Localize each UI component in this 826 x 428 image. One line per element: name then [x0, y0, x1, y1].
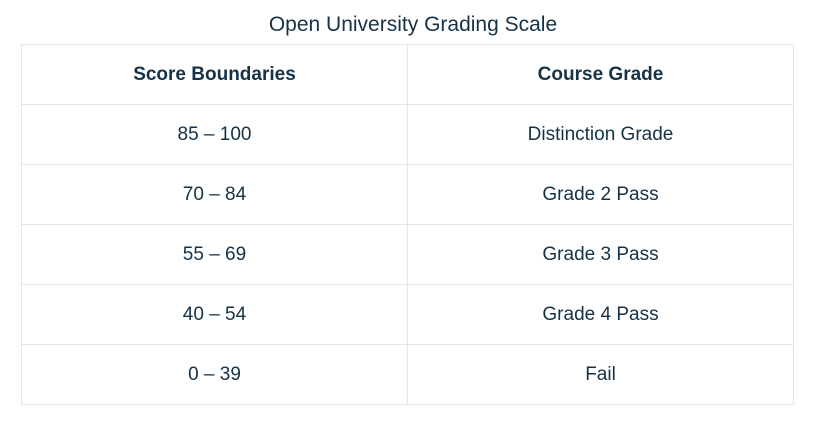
grade-cell: Grade 2 Pass	[407, 164, 794, 225]
score-cell: 85 – 100	[21, 104, 408, 165]
column-header-course-grade: Course Grade	[407, 44, 794, 105]
table-row: 70 – 84 Grade 2 Pass	[21, 164, 794, 225]
grade-cell: Grade 4 Pass	[407, 284, 794, 345]
grading-scale-table: Score Boundaries Course Grade 85 – 100 D…	[21, 44, 794, 405]
grade-cell: Grade 3 Pass	[407, 224, 794, 285]
page-title: Open University Grading Scale	[268, 13, 558, 36]
grade-cell: Distinction Grade	[407, 104, 794, 165]
table-header-row: Score Boundaries Course Grade	[21, 44, 794, 105]
column-header-score-boundaries: Score Boundaries	[21, 44, 408, 105]
grade-cell: Fail	[407, 344, 794, 405]
table-row: 0 – 39 Fail	[21, 344, 794, 405]
score-cell: 40 – 54	[21, 284, 408, 345]
score-cell: 0 – 39	[21, 344, 408, 405]
table-row: 40 – 54 Grade 4 Pass	[21, 284, 794, 345]
table-row: 55 – 69 Grade 3 Pass	[21, 224, 794, 285]
score-cell: 70 – 84	[21, 164, 408, 225]
table-row: 85 – 100 Distinction Grade	[21, 104, 794, 165]
score-cell: 55 – 69	[21, 224, 408, 285]
